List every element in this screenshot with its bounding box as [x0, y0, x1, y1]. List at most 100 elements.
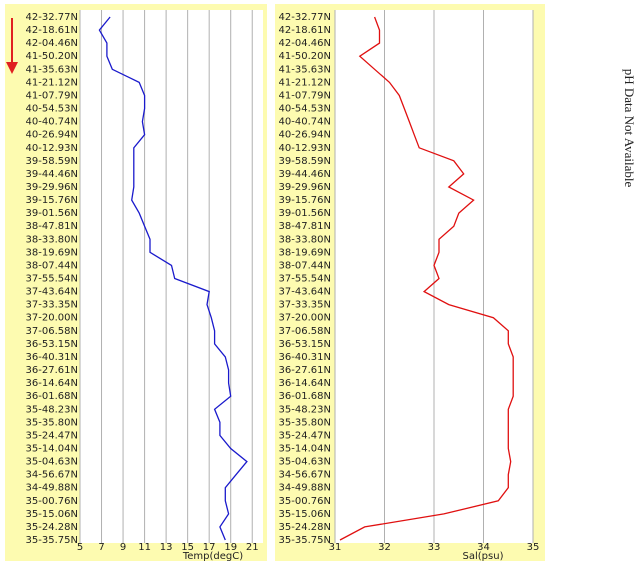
y-tick-label: 35-35.80N	[279, 417, 331, 428]
y-tick-label: 41-35.63N	[279, 64, 331, 75]
y-tick-label: 38-33.80N	[279, 234, 331, 245]
y-tick-label: 39-58.59N	[279, 156, 331, 167]
y-tick-label: 37-55.54N	[26, 274, 78, 285]
side-note: pH Data Not Available	[622, 69, 637, 188]
y-tick-label: 42-32.77N	[26, 12, 78, 23]
y-tick-label: 36-40.31N	[279, 352, 331, 363]
y-tick-label: 37-20.00N	[279, 313, 331, 324]
y-tick-label: 39-44.46N	[279, 169, 331, 180]
y-tick-label: 38-33.80N	[26, 234, 78, 245]
y-tick-label: 34-56.67N	[26, 470, 78, 481]
x-tick-label: 7	[98, 542, 104, 553]
y-tick-label: 36-27.61N	[26, 365, 78, 376]
y-tick-label: 36-53.15N	[26, 339, 78, 350]
y-tick-label: 36-01.68N	[26, 391, 78, 402]
y-tick-label: 36-53.15N	[279, 339, 331, 350]
y-tick-label: 35-14.04N	[26, 443, 78, 454]
y-tick-label: 37-06.58N	[26, 326, 78, 337]
x-tick-label: 17	[203, 542, 216, 553]
y-tick-label: 42-04.46N	[26, 38, 78, 49]
y-tick-label: 35-35.80N	[26, 417, 78, 428]
y-tick-label: 42-04.46N	[279, 38, 331, 49]
y-tick-label: 38-19.69N	[279, 247, 331, 258]
y-tick-label: 40-12.93N	[26, 143, 78, 154]
x-tick-label: 31	[329, 542, 342, 553]
y-tick-label: 37-55.54N	[279, 274, 331, 285]
y-tick-label: 39-44.46N	[26, 169, 78, 180]
y-tick-label: 42-18.61N	[279, 25, 331, 36]
y-tick-label: 38-07.44N	[26, 260, 78, 271]
y-tick-label: 35-35.75N	[279, 535, 331, 546]
y-tick-label: 37-20.00N	[26, 313, 78, 324]
x-tick-label: 9	[120, 542, 126, 553]
y-tick-label: 42-32.77N	[279, 12, 331, 23]
x-tick-label: 32	[378, 542, 391, 553]
y-tick-label: 40-26.94N	[279, 130, 331, 141]
y-tick-label: 40-12.93N	[279, 143, 331, 154]
y-tick-label: 37-33.35N	[279, 300, 331, 311]
x-axis-label: Temp(degC)	[182, 551, 243, 562]
y-tick-label: 37-33.35N	[26, 300, 78, 311]
y-tick-label: 41-35.63N	[26, 64, 78, 75]
plot-area	[80, 10, 263, 543]
x-tick-label: 34	[477, 542, 490, 553]
y-tick-label: 35-00.76N	[279, 496, 331, 507]
y-tick-label: 41-50.20N	[279, 51, 331, 62]
y-tick-label: 34-49.88N	[26, 483, 78, 494]
y-tick-label: 36-14.64N	[279, 378, 331, 389]
y-tick-label: 36-40.31N	[26, 352, 78, 363]
y-tick-label: 35-24.28N	[279, 522, 331, 533]
y-tick-label: 35-15.06N	[26, 509, 78, 520]
x-tick-label: 5	[77, 542, 83, 553]
x-tick-label: 21	[246, 542, 259, 553]
y-tick-label: 35-24.47N	[26, 430, 78, 441]
profile-line	[98, 16, 248, 541]
y-tick-label: 39-29.96N	[26, 182, 78, 193]
x-tick-label: 11	[138, 542, 151, 553]
y-tick-label: 34-56.67N	[279, 470, 331, 481]
y-tick-label: 41-07.79N	[279, 90, 331, 101]
y-tick-label: 39-15.76N	[26, 195, 78, 206]
y-tick-label: 40-26.94N	[26, 130, 78, 141]
y-tick-label: 39-15.76N	[279, 195, 331, 206]
y-tick-label: 36-27.61N	[279, 365, 331, 376]
y-tick-label: 38-47.81N	[26, 221, 78, 232]
y-tick-label: 39-01.56N	[279, 208, 331, 219]
y-tick-label: 41-21.12N	[26, 77, 78, 88]
y-tick-label: 35-24.28N	[26, 522, 78, 533]
y-tick-label: 35-15.06N	[279, 509, 331, 520]
y-tick-label: 40-40.74N	[26, 117, 78, 128]
y-tick-label: 36-14.64N	[26, 378, 78, 389]
y-tick-label: 37-43.64N	[26, 287, 78, 298]
x-axis-label: Sal(psu)	[463, 551, 504, 562]
y-tick-label: 35-35.75N	[26, 535, 78, 546]
y-tick-label: 41-21.12N	[279, 77, 331, 88]
y-tick-label: 39-01.56N	[26, 208, 78, 219]
y-tick-label: 38-07.44N	[279, 260, 331, 271]
y-tick-label: 35-04.63N	[279, 457, 331, 468]
profile-line	[339, 16, 514, 541]
y-tick-label: 39-58.59N	[26, 156, 78, 167]
y-tick-label: 40-40.74N	[279, 117, 331, 128]
y-tick-label: 41-07.79N	[26, 90, 78, 101]
x-tick-label: 13	[160, 542, 173, 553]
x-tick-label: 19	[224, 542, 237, 553]
y-tick-label: 35-04.63N	[26, 457, 78, 468]
y-tick-label: 42-18.61N	[26, 25, 78, 36]
y-tick-label: 37-06.58N	[279, 326, 331, 337]
y-tick-label: 35-48.23N	[26, 404, 78, 415]
y-tick-label: 35-48.23N	[279, 404, 331, 415]
y-tick-label: 38-19.69N	[26, 247, 78, 258]
y-tick-label: 39-29.96N	[279, 182, 331, 193]
y-tick-label: 38-47.81N	[279, 221, 331, 232]
y-tick-label: 35-00.76N	[26, 496, 78, 507]
y-tick-label: 40-54.53N	[279, 104, 331, 115]
x-tick-label: 35	[527, 542, 540, 553]
y-tick-label: 41-50.20N	[26, 51, 78, 62]
direction-arrow	[6, 18, 18, 74]
x-tick-label: 33	[428, 542, 441, 553]
y-tick-label: 35-14.04N	[279, 443, 331, 454]
y-tick-label: 36-01.68N	[279, 391, 331, 402]
